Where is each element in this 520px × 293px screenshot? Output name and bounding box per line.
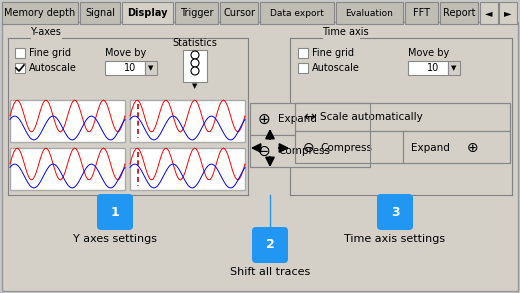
Text: Compress: Compress (320, 143, 372, 153)
Text: Scale automatically: Scale automatically (320, 112, 423, 122)
FancyBboxPatch shape (130, 148, 245, 190)
Text: Evaluation: Evaluation (346, 8, 394, 18)
Text: 2: 2 (266, 239, 275, 251)
Text: Autoscale: Autoscale (29, 63, 77, 73)
Text: Statistics: Statistics (173, 38, 217, 48)
Text: Signal: Signal (85, 8, 115, 18)
Text: ▼: ▼ (192, 83, 198, 89)
Text: Time axis: Time axis (322, 27, 369, 37)
FancyBboxPatch shape (80, 2, 120, 24)
FancyBboxPatch shape (122, 2, 173, 24)
FancyBboxPatch shape (15, 48, 25, 58)
Text: ▼: ▼ (148, 65, 154, 71)
Text: 10: 10 (427, 63, 439, 73)
FancyBboxPatch shape (480, 2, 498, 24)
FancyBboxPatch shape (220, 2, 258, 24)
Text: 1: 1 (111, 205, 120, 219)
Text: Y axes settings: Y axes settings (73, 234, 157, 244)
FancyBboxPatch shape (403, 131, 510, 163)
Text: ►: ► (504, 8, 512, 18)
Circle shape (191, 51, 199, 59)
FancyBboxPatch shape (250, 135, 370, 167)
Circle shape (191, 59, 199, 67)
Circle shape (191, 67, 199, 75)
FancyBboxPatch shape (250, 103, 370, 135)
FancyBboxPatch shape (105, 61, 145, 75)
Text: ⊕: ⊕ (467, 141, 478, 155)
Text: Autoscale: Autoscale (312, 63, 360, 73)
FancyBboxPatch shape (499, 2, 517, 24)
FancyBboxPatch shape (10, 148, 125, 190)
FancyBboxPatch shape (183, 50, 207, 82)
Text: Cursor: Cursor (223, 8, 255, 18)
Text: ▼: ▼ (451, 65, 457, 71)
Text: Report: Report (443, 8, 475, 18)
Text: Trigger: Trigger (180, 8, 213, 18)
Text: Compress: Compress (278, 146, 330, 156)
FancyBboxPatch shape (15, 63, 25, 73)
Text: Memory depth: Memory depth (4, 8, 75, 18)
Text: ◄: ◄ (485, 8, 493, 18)
FancyBboxPatch shape (175, 2, 218, 24)
FancyBboxPatch shape (2, 22, 518, 291)
Text: Expand: Expand (411, 143, 450, 153)
FancyBboxPatch shape (336, 2, 403, 24)
FancyBboxPatch shape (448, 61, 460, 75)
FancyBboxPatch shape (260, 2, 334, 24)
Text: 3: 3 (391, 205, 399, 219)
FancyBboxPatch shape (145, 61, 157, 75)
FancyBboxPatch shape (440, 2, 478, 24)
Text: Fine grid: Fine grid (29, 48, 71, 58)
FancyBboxPatch shape (295, 103, 510, 131)
Text: ⊖: ⊖ (303, 141, 315, 155)
Text: Time axis settings: Time axis settings (344, 234, 446, 244)
FancyBboxPatch shape (298, 63, 308, 73)
Text: 10: 10 (124, 63, 136, 73)
Text: ⊖: ⊖ (258, 144, 271, 159)
FancyBboxPatch shape (377, 194, 413, 230)
Text: Move by: Move by (408, 48, 449, 58)
FancyBboxPatch shape (10, 100, 125, 142)
FancyBboxPatch shape (405, 2, 438, 24)
Text: Y-axes: Y-axes (30, 27, 61, 37)
Text: Expand: Expand (278, 114, 317, 124)
FancyBboxPatch shape (298, 48, 308, 58)
Text: Data export: Data export (270, 8, 324, 18)
Text: Shift all traces: Shift all traces (230, 267, 310, 277)
FancyBboxPatch shape (408, 61, 448, 75)
FancyBboxPatch shape (130, 100, 245, 142)
FancyBboxPatch shape (295, 131, 403, 163)
Text: Display: Display (127, 8, 168, 18)
FancyBboxPatch shape (252, 227, 288, 263)
FancyBboxPatch shape (2, 2, 78, 24)
Text: ↔: ↔ (303, 110, 315, 124)
Text: ⊕: ⊕ (258, 112, 271, 127)
Text: FFT: FFT (413, 8, 430, 18)
Text: Fine grid: Fine grid (312, 48, 354, 58)
FancyBboxPatch shape (97, 194, 133, 230)
Text: Move by: Move by (105, 48, 146, 58)
